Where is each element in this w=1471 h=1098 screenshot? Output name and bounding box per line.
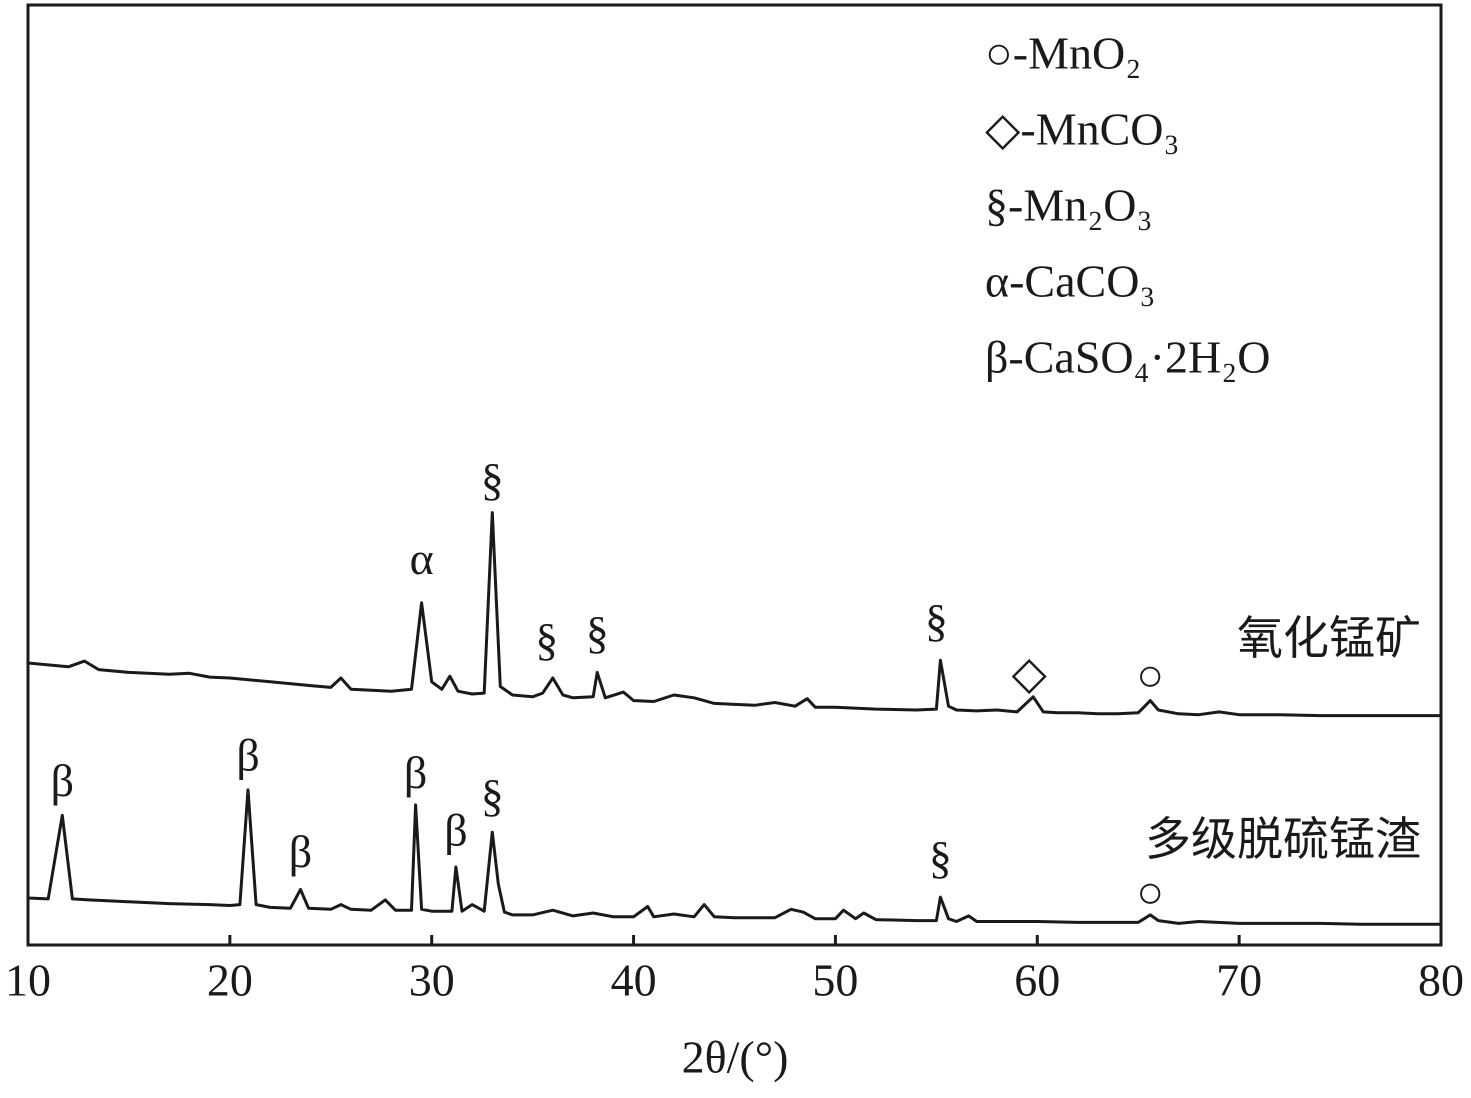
peak-annotation: § (535, 614, 558, 665)
x-tick-label: 70 (1216, 955, 1262, 1006)
legend-entry: §-Mn₂O₃ (985, 180, 1153, 231)
peak-annotation: β (236, 729, 259, 780)
series-label: 多级脱硫锰渣 (1145, 814, 1421, 865)
peak-annotation: ○ (1136, 867, 1164, 918)
x-axis-label: 2θ/(°) (682, 1032, 789, 1083)
x-tick-label: 10 (5, 955, 51, 1006)
peak-annotation: β (51, 755, 74, 806)
x-tick-label: 60 (1014, 955, 1060, 1006)
x-tick-label: 40 (611, 955, 657, 1006)
peak-annotation: § (586, 607, 609, 658)
plot-frame (26, 3, 1443, 947)
peak-annotation: § (929, 832, 952, 883)
series-line (27, 788, 1441, 926)
legend-entry: α-CaCO₃ (985, 256, 1155, 307)
x-tick-label: 30 (409, 955, 455, 1006)
legend-entry: ○-MnO₂ (985, 28, 1141, 79)
series-label: 氧化锰矿 (1237, 613, 1421, 664)
peak-annotation: ◇ (1012, 648, 1048, 699)
series-line (27, 511, 1441, 718)
peak-annotation: α (410, 533, 434, 584)
peak-annotation: § (481, 454, 504, 505)
x-tick-label: 50 (812, 955, 858, 1006)
peak-annotation: ○ (1136, 649, 1164, 700)
peak-annotation: § (481, 770, 504, 821)
peak-annotation: § (925, 595, 948, 646)
x-tick-label: 20 (207, 955, 253, 1006)
x-tick-label: 80 (1418, 955, 1464, 1006)
legend-entry: ◇-MnCO₃ (985, 104, 1180, 155)
legend-entry: β-CaSO₄·2H₂O (985, 332, 1270, 383)
peak-annotation: β (444, 805, 467, 856)
peak-annotation: β (404, 747, 427, 798)
peak-annotation: β (289, 826, 312, 877)
